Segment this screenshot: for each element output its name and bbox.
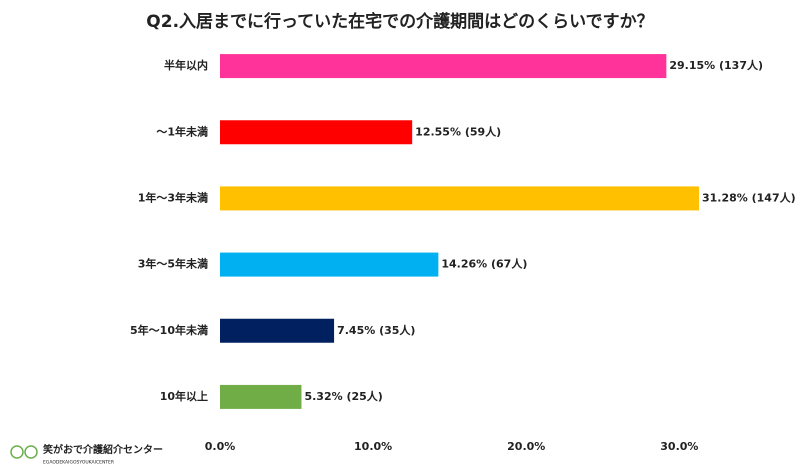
y-tick-label: 3年～5年未満 xyxy=(138,257,208,271)
logo: 笑がおで介護紹介センター EGAODEKAIGOSYOUKAICENTER xyxy=(10,443,163,466)
bar xyxy=(220,186,699,211)
data-label: 5.32% (25人) xyxy=(304,389,382,403)
bar xyxy=(220,318,335,343)
logo-icon xyxy=(24,445,38,459)
data-label: 12.55% (59人) xyxy=(415,124,501,138)
bar xyxy=(220,252,439,277)
y-tick-label: ～1年未満 xyxy=(156,124,208,138)
data-label: 14.26% (67人) xyxy=(441,257,527,271)
bar xyxy=(220,54,667,79)
x-tick-label: 10.0% xyxy=(354,440,392,453)
y-tick-label: 10年以上 xyxy=(160,389,208,403)
data-label: 7.45% (35人) xyxy=(337,323,415,337)
y-tick-label: 5年～10年未満 xyxy=(130,323,208,337)
chart-title: Q2.入居までに行っていた在宅での介護期間はどのくらいですか？ xyxy=(146,11,653,32)
logo-name: 笑がおで介護紹介センター xyxy=(43,443,163,456)
y-tick-label: 半年以内 xyxy=(164,58,208,72)
x-tick-label: 0.0% xyxy=(205,440,236,453)
bar xyxy=(220,120,413,145)
x-tick-label: 20.0% xyxy=(507,440,545,453)
y-tick-label: 1年～3年未満 xyxy=(138,190,208,204)
bar xyxy=(220,384,302,409)
logo-icon xyxy=(10,445,24,459)
data-label: 29.15% (137人) xyxy=(669,58,763,72)
x-tick-label: 30.0% xyxy=(660,440,698,453)
logo-subtitle: EGAODEKAIGOSYOUKAICENTER xyxy=(43,460,114,466)
data-label: 31.28% (147人) xyxy=(702,190,796,204)
